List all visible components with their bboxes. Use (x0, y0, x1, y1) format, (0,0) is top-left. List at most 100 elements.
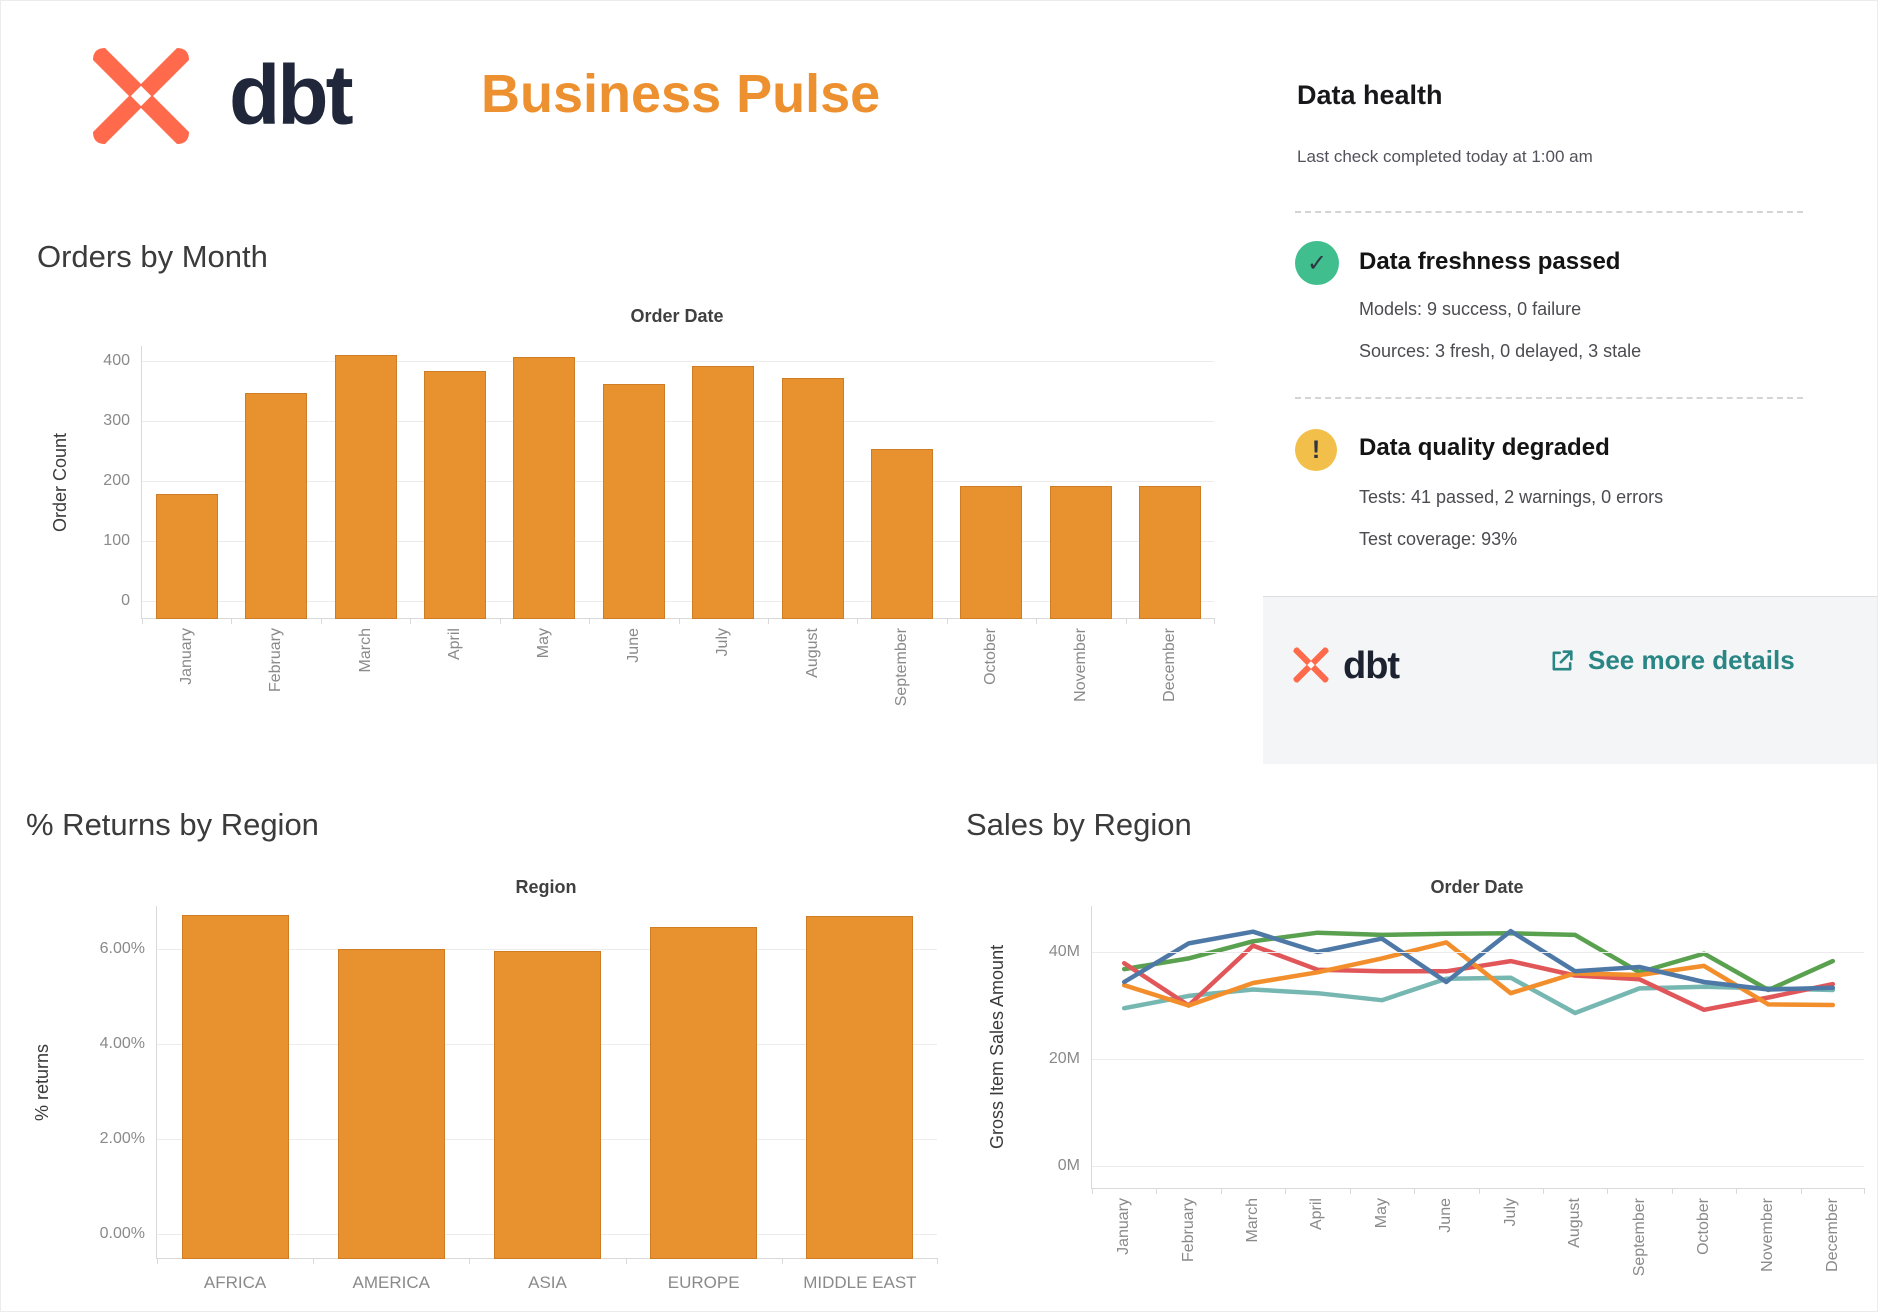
axis-tick (1800, 1188, 1802, 1194)
gridline (142, 601, 1214, 602)
sales-lines-canvas (1121, 928, 1836, 1016)
x-tick-label: MIDDLE EAST (803, 1273, 917, 1292)
x-tick-label: July (1501, 1198, 1519, 1227)
external-link-icon (1548, 647, 1576, 675)
returns-plot-area: 0.00% 2.00% 4.00% 6.00% AFRICA AMERICA ASIA EUR… (100, 906, 938, 1292)
x-tick-label: EUROPE (667, 1273, 740, 1292)
bar-september[interactable] (871, 449, 934, 619)
x-tick-label: October (1694, 1198, 1712, 1255)
x-tick-label: June (1437, 1198, 1455, 1233)
bar-america[interactable] (337, 949, 445, 1259)
bar-november[interactable] (1049, 486, 1112, 619)
x-tick-label: November (1071, 628, 1089, 702)
orders-plot-area: 0 100 200 300 400 January February March April Ma… (103, 346, 1215, 706)
line-series-teal[interactable] (1121, 975, 1836, 1016)
data-health-panel: Data health Last check completed today a… (1263, 31, 1877, 764)
warning-icon: ! (1295, 429, 1337, 471)
x-tick-label: June (624, 628, 642, 663)
bar-april[interactable] (423, 371, 486, 619)
check-icon: ✓ (1295, 241, 1339, 285)
see-more-details-link[interactable]: See more details (1548, 645, 1795, 676)
axis-tick (1736, 1188, 1738, 1194)
x-tick-label: February (267, 628, 285, 693)
bar-june[interactable] (602, 383, 665, 619)
bar-february[interactable] (245, 392, 308, 619)
bar-july[interactable] (692, 366, 755, 619)
axis-tick (589, 618, 591, 624)
gridline (142, 541, 1214, 542)
y-tick-label: 300 (103, 412, 130, 429)
freshness-sources-line: Sources: 3 fresh, 0 delayed, 3 stale (1359, 341, 1642, 361)
line-series-blue[interactable] (1121, 928, 1836, 992)
axis-tick (946, 618, 948, 624)
x-tick-label: March (1244, 1198, 1262, 1243)
dbt-logo-icon (81, 36, 201, 156)
freshness-status-title: Data freshness passed (1359, 248, 1621, 275)
data-health-title: Data health (1297, 80, 1443, 110)
divider (1295, 211, 1803, 213)
axis-tick (499, 618, 501, 624)
bar-december[interactable] (1139, 486, 1202, 619)
x-tick-label: January (1115, 1198, 1133, 1255)
line-series-green[interactable] (1121, 930, 1836, 993)
x-tick-label: August (1566, 1198, 1584, 1248)
bar-may[interactable] (513, 356, 576, 619)
dbt-footer-wordmark: dbt (1343, 645, 1400, 687)
x-tick-label: July (714, 628, 732, 657)
y-tick-label: 100 (103, 532, 130, 549)
data-health-subtitle: Last check completed today at 1:00 am (1297, 147, 1593, 166)
x-tick-label: September (893, 628, 911, 707)
bar-january[interactable] (155, 494, 218, 619)
y-tick-label: 0.00% (99, 1225, 145, 1242)
bar-august[interactable] (781, 378, 844, 619)
y-tick-label: 20M (1048, 1050, 1080, 1067)
quality-coverage-line: Test coverage: 93% (1359, 529, 1518, 549)
gridline (1092, 952, 1864, 953)
quality-status-title: Data quality degraded (1359, 434, 1610, 461)
bar-europe[interactable] (650, 926, 758, 1259)
gridline (142, 361, 1214, 362)
gridline (1092, 1059, 1864, 1060)
dbt-wordmark: dbt (229, 48, 354, 142)
x-tick-label: May (1372, 1198, 1390, 1229)
line-series-orange[interactable] (1121, 940, 1836, 1008)
x-tick-label: January (177, 628, 195, 685)
x-tick-label: October (982, 628, 1000, 685)
bar-october[interactable] (960, 486, 1023, 619)
see-more-details-label: See more details (1588, 645, 1795, 675)
sales-chart-title: Sales by Region (966, 807, 1192, 842)
x-tick-label: April (1308, 1198, 1326, 1231)
axis-tick (857, 618, 859, 624)
bar-middle-east[interactable] (806, 915, 914, 1259)
y-tick-label: 40M (1048, 943, 1080, 960)
y-tick-label: 0 (121, 592, 130, 609)
axis-tick (1220, 1188, 1222, 1194)
bar-march[interactable] (334, 355, 397, 619)
axis-tick (231, 618, 233, 624)
returns-chart-title: % Returns by Region (26, 807, 319, 842)
axis-tick (1214, 618, 1215, 624)
divider (1295, 397, 1803, 399)
axis-tick (469, 1258, 471, 1264)
axis-tick (1036, 618, 1038, 624)
x-tick-label: ASIA (528, 1273, 567, 1292)
sales-plot-area: 0M 20M 40M January February March April May June… (1049, 906, 1865, 1276)
data-health-footer: dbt See more details (1263, 596, 1877, 764)
axis-tick (320, 618, 322, 624)
returns-chart-subtitle: Region (515, 877, 577, 897)
y-tick-label: 2.00% (99, 1130, 145, 1147)
sales-chart-subtitle: Order Date (1430, 877, 1524, 897)
y-tick-label: 200 (103, 472, 130, 489)
x-tick-label: December (1823, 1198, 1841, 1272)
gridline (142, 421, 1214, 422)
y-tick-label: 0M (1057, 1157, 1080, 1174)
bar-asia[interactable] (494, 951, 601, 1259)
axis-tick (1478, 1188, 1480, 1194)
freshness-models-line: Models: 9 success, 0 failure (1359, 299, 1582, 319)
y-tick-label: 4.00% (99, 1035, 145, 1052)
bar-africa[interactable] (181, 914, 289, 1259)
axis-tick (1671, 1188, 1673, 1194)
axis-tick (1349, 1188, 1351, 1194)
axis-tick (142, 618, 143, 624)
